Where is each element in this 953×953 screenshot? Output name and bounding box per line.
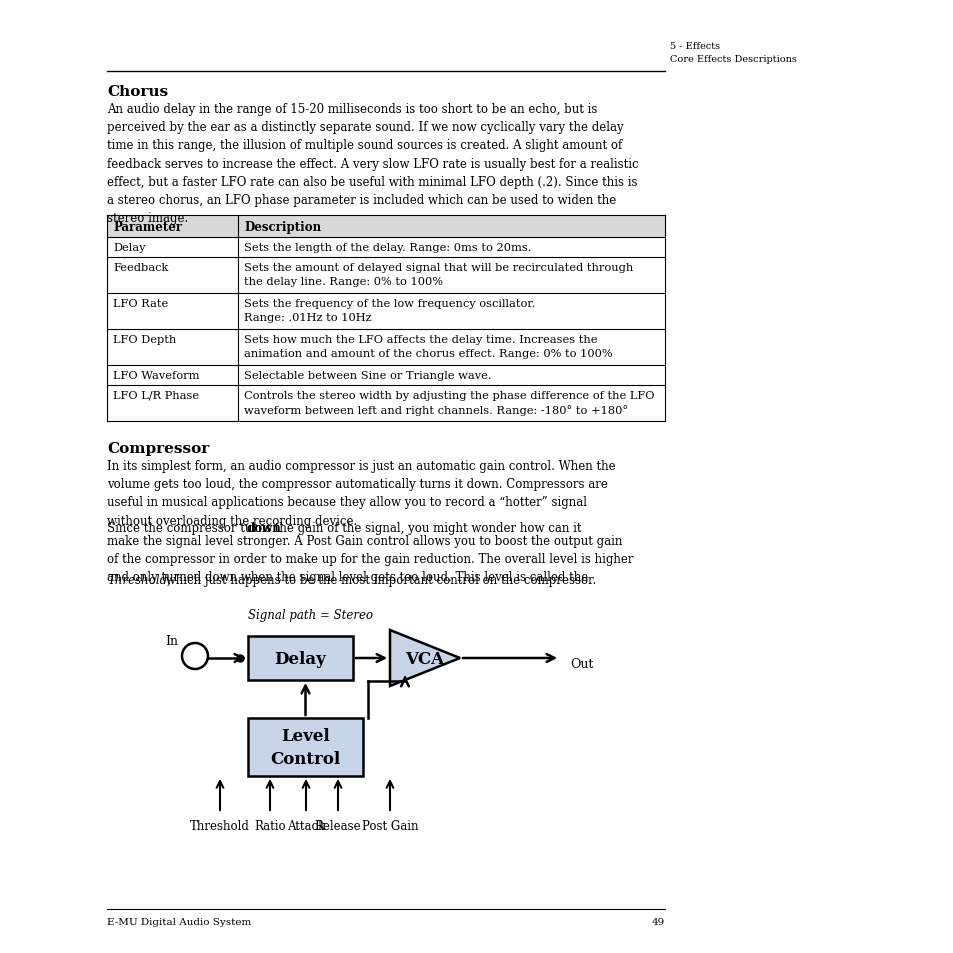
Text: Threshold,: Threshold,	[107, 574, 171, 586]
Text: the gain of the signal, you might wonder how can it: the gain of the signal, you might wonder…	[271, 521, 581, 535]
Text: Sets the amount of delayed signal that will be recirculated through
the delay li: Sets the amount of delayed signal that w…	[244, 263, 633, 286]
Text: Post Gain: Post Gain	[361, 820, 417, 832]
Text: LFO Waveform: LFO Waveform	[112, 371, 199, 380]
Text: make the signal level stronger. A Post Gain control allows you to boost the outp: make the signal level stronger. A Post G…	[107, 535, 633, 584]
Text: Compressor: Compressor	[107, 441, 209, 456]
Text: In: In	[165, 635, 178, 647]
Text: In its simplest form, an audio compressor is just an automatic gain control. Whe: In its simplest form, an audio compresso…	[107, 459, 615, 527]
Text: Signal path = Stereo: Signal path = Stereo	[248, 608, 373, 621]
Text: An audio delay in the range of 15-20 milliseconds is too short to be an echo, bu: An audio delay in the range of 15-20 mil…	[107, 103, 638, 225]
Text: LFO Rate: LFO Rate	[112, 298, 168, 309]
Text: Chorus: Chorus	[107, 85, 168, 99]
Text: Parameter: Parameter	[112, 221, 182, 233]
Text: Ratio: Ratio	[253, 820, 286, 832]
Bar	[107, 215, 664, 237]
Text: Selectable between Sine or Triangle wave.: Selectable between Sine or Triangle wave…	[244, 371, 491, 380]
Text: LFO L/R Phase: LFO L/R Phase	[112, 391, 199, 400]
Text: Threshold: Threshold	[190, 820, 250, 832]
Text: Description: Description	[244, 221, 321, 233]
Text: Since the compressor turns: Since the compressor turns	[107, 521, 275, 535]
Text: 5 - Effects
Core Effects Descriptions: 5 - Effects Core Effects Descriptions	[669, 42, 796, 64]
Text: Delay: Delay	[274, 650, 326, 667]
Text: down: down	[247, 521, 281, 535]
Text: LFO Depth: LFO Depth	[112, 335, 176, 345]
Text: Sets the length of the delay. Range: 0ms to 20ms.: Sets the length of the delay. Range: 0ms…	[244, 243, 531, 253]
Text: Sets how much the LFO affects the delay time. Increases the
animation and amount: Sets how much the LFO affects the delay …	[244, 335, 612, 358]
Text: which just happens to be the most important control on the compressor.: which just happens to be the most import…	[162, 574, 596, 586]
Text: Release: Release	[314, 820, 361, 832]
Text: E-MU Digital Audio System: E-MU Digital Audio System	[107, 917, 251, 926]
Text: Attack: Attack	[287, 820, 325, 832]
Text: 49: 49	[651, 917, 664, 926]
Text: Controls the stereo width by adjusting the phase difference of the LFO
waveform : Controls the stereo width by adjusting t…	[244, 391, 654, 416]
Text: VCA: VCA	[405, 650, 444, 667]
Text: Delay: Delay	[112, 243, 146, 253]
Text: Sets the frequency of the low frequency oscillator.
Range: .01Hz to 10Hz: Sets the frequency of the low frequency …	[244, 298, 535, 322]
Bar	[248, 719, 363, 776]
Text: Out: Out	[569, 657, 593, 670]
Bar	[248, 637, 353, 680]
Text: Level
Control: Level Control	[270, 728, 340, 767]
Text: Feedback: Feedback	[112, 263, 168, 273]
Polygon shape	[390, 630, 459, 686]
